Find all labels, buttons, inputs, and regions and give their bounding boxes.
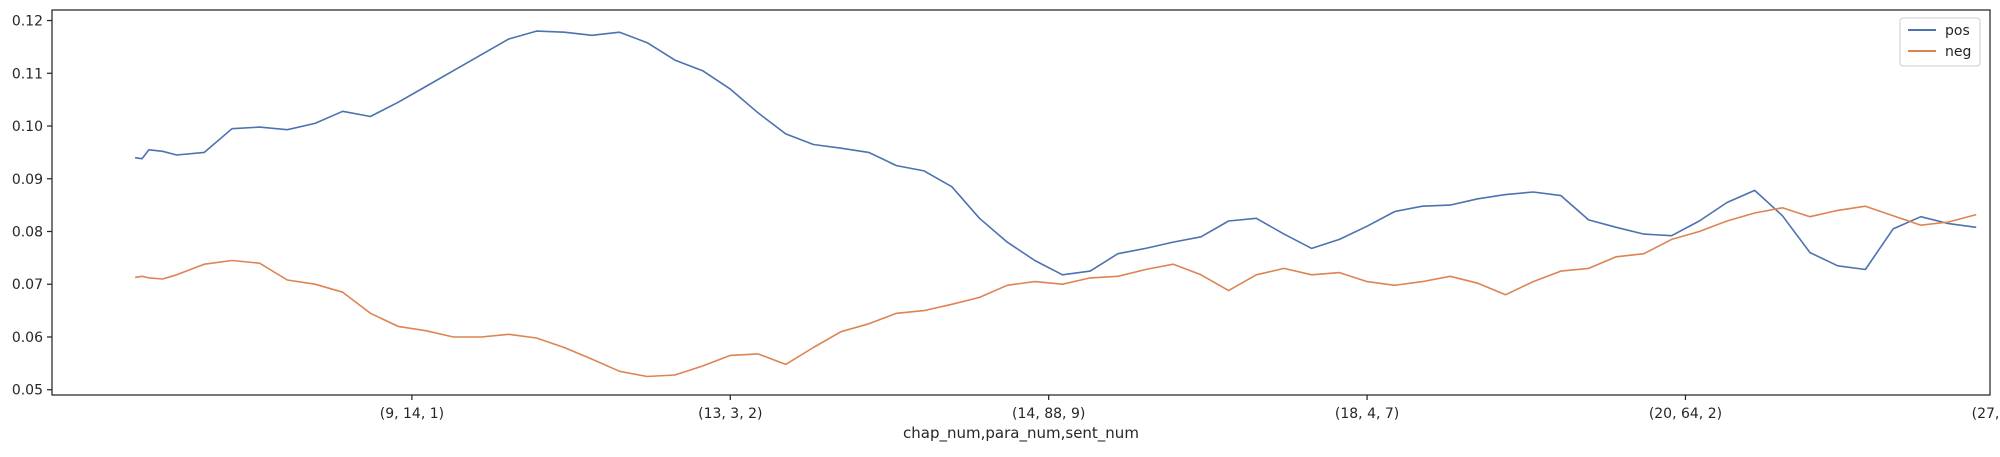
x-tick-label: (27, 0, 0) — [1972, 406, 2000, 422]
x-tick-label: (18, 4, 7) — [1335, 406, 1399, 422]
x-tick-label: (9, 14, 1) — [380, 406, 444, 422]
axes-frame — [51, 9, 1991, 396]
series-lines — [134, 30, 1977, 378]
series-line-pos — [134, 30, 1977, 276]
x-axis-ticks: (9, 14, 1) (13, 3, 2) (14, 88, 9) (18, 4, 7… — [380, 395, 2000, 422]
y-tick-label: 0.10 — [12, 119, 43, 135]
legend: pos neg — [1899, 17, 1981, 67]
y-tick-label: 0.11 — [12, 66, 43, 82]
y-tick-label: 0.12 — [12, 14, 43, 30]
x-axis-label: chap_num,para_num,sent_num — [903, 424, 1139, 443]
y-axis-ticks: 0.05 0.06 0.07 0.08 0.09 0.10 0.11 0.12 — [12, 14, 52, 399]
y-tick-label: 0.06 — [12, 330, 43, 346]
y-tick-label: 0.09 — [12, 172, 43, 188]
legend-label-pos: pos — [1945, 23, 1970, 39]
y-tick-label: 0.08 — [12, 225, 43, 241]
x-tick-label: (14, 88, 9) — [1012, 406, 1085, 422]
legend-label-neg: neg — [1945, 44, 1971, 60]
x-tick-label: (13, 3, 2) — [698, 406, 762, 422]
y-tick-label: 0.07 — [12, 277, 43, 293]
x-tick-label: (20, 64, 2) — [1649, 406, 1722, 422]
y-tick-label: 0.05 — [12, 383, 43, 399]
series-line-neg — [134, 205, 1977, 378]
